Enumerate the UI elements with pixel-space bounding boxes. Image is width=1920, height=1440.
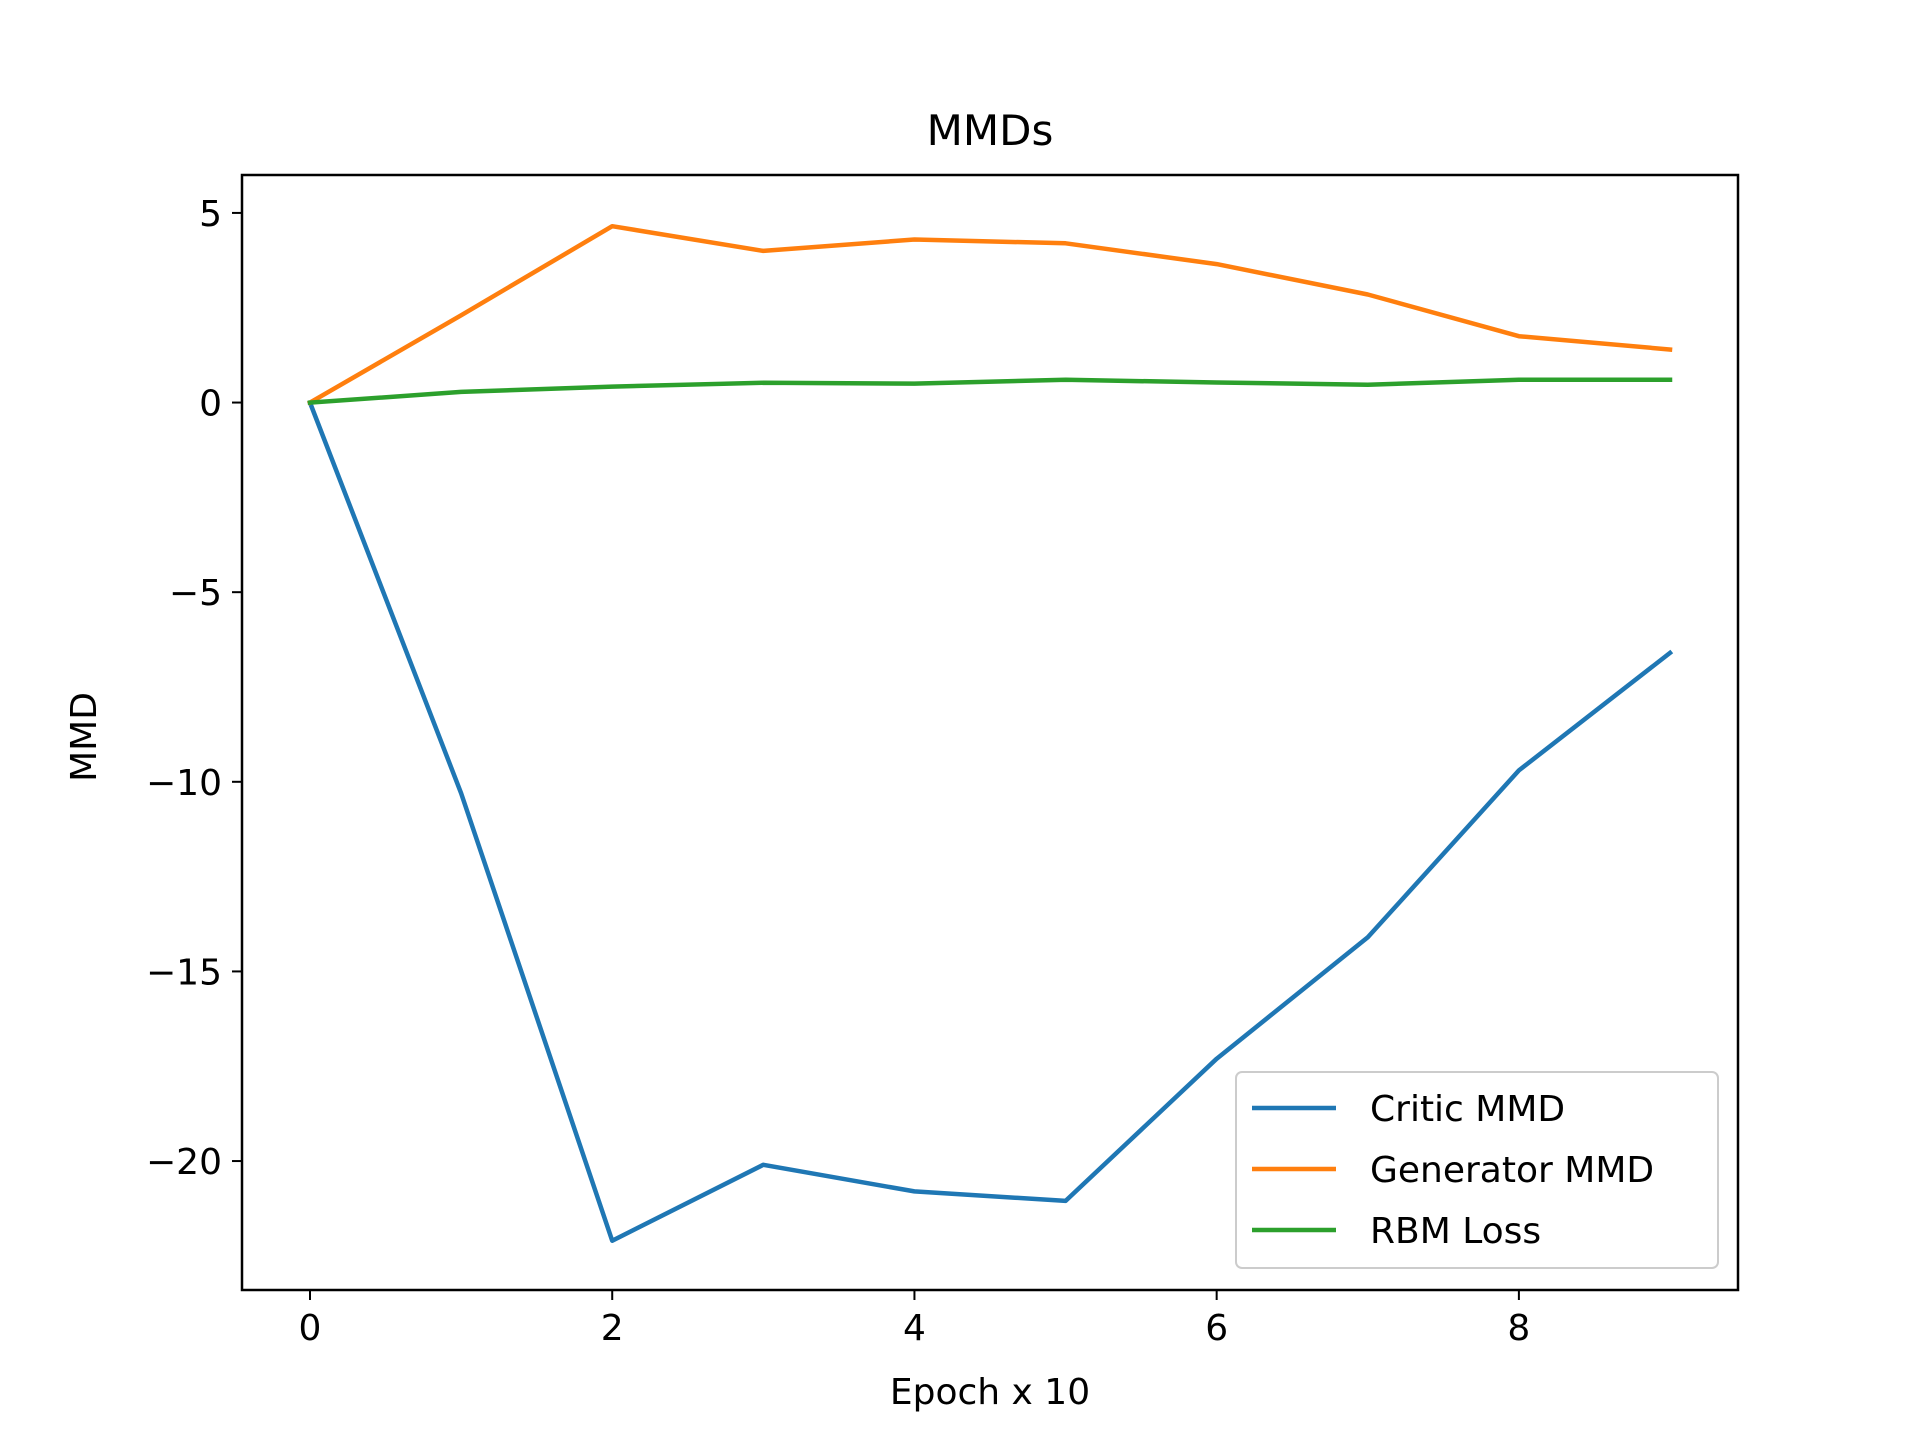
x-tick-label: 0	[299, 1308, 322, 1349]
chart-title: MMDs	[927, 106, 1054, 155]
legend-label-generator-mmd: Generator MMD	[1370, 1150, 1654, 1191]
y-tick-label: 0	[199, 384, 222, 425]
plot-area: 0 2 4 6 8 5 0 −5 −10 −15 −20	[146, 173, 1740, 1349]
y-tick-label: −15	[146, 952, 222, 993]
legend: Critic MMD Generator MMD RBM Loss	[1235, 1071, 1719, 1269]
x-tick-label: 8	[1507, 1308, 1530, 1349]
series-line-critic-mmd	[307, 399, 1674, 1243]
legend-label-rbm-loss: RBM Loss	[1370, 1211, 1541, 1252]
x-tick-label: 6	[1205, 1308, 1228, 1349]
legend-box	[1235, 1071, 1719, 1269]
series-line-generator-mmd	[306, 223, 1673, 406]
y-tick-label: −5	[169, 573, 222, 614]
x-tick-label: 4	[903, 1308, 926, 1349]
y-tick-label: 5	[199, 194, 222, 235]
legend-label-critic-mmd: Critic MMD	[1370, 1089, 1565, 1130]
series-line-rbm-loss	[307, 377, 1673, 406]
y-axis-label: MMD	[64, 692, 105, 782]
y-tick-label: −10	[146, 763, 222, 804]
x-axis-label: Epoch x 10	[890, 1372, 1090, 1413]
x-tick-label: 2	[601, 1308, 624, 1349]
axes-frame	[240, 173, 1740, 1292]
y-tick-label: −20	[146, 1142, 222, 1183]
